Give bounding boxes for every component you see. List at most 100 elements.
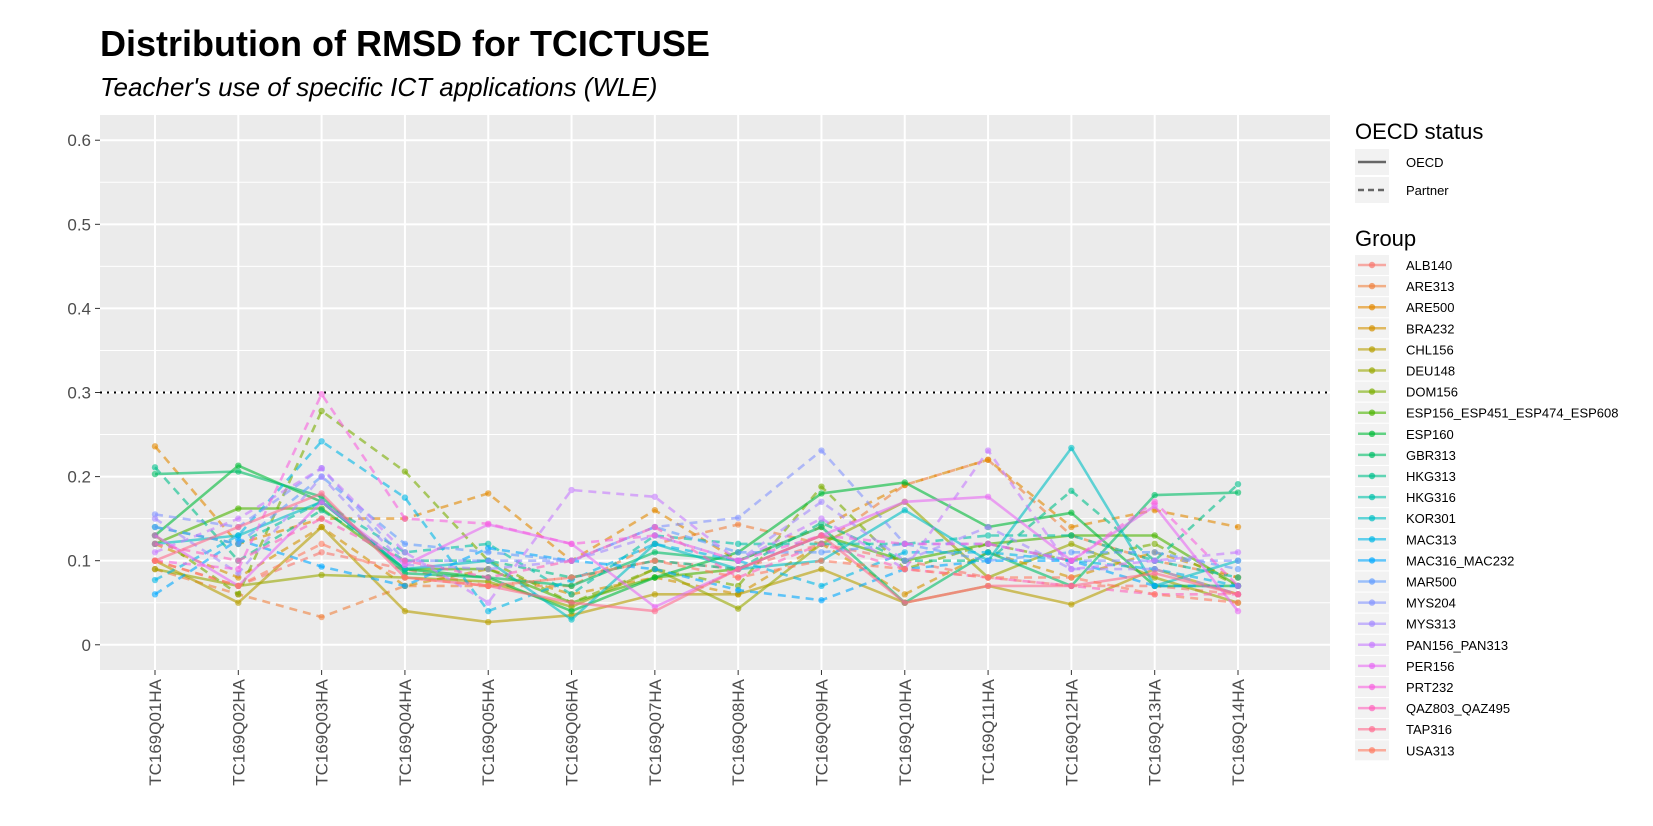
group-legend-label: CHL156 — [1406, 342, 1454, 357]
data-point — [901, 557, 908, 564]
x-tick-label: TC169Q10HA — [896, 678, 915, 785]
data-point — [984, 532, 992, 539]
data-point — [651, 523, 659, 531]
data-point — [235, 468, 242, 475]
data-point — [818, 498, 825, 506]
data-point — [485, 599, 492, 606]
data-point — [1068, 444, 1075, 452]
series-line — [154, 495, 1240, 612]
group-legend-item: DEU148 — [1355, 360, 1455, 381]
data-point — [651, 591, 659, 598]
group-legend-item: PRT232 — [1355, 677, 1453, 697]
group-legend-label: ESP160 — [1406, 427, 1454, 442]
data-point — [1151, 498, 1158, 506]
data-point — [151, 540, 159, 548]
group-legend-item: CHL156 — [1355, 339, 1454, 360]
y-tick-label: 0.6 — [67, 131, 91, 150]
data-point — [651, 493, 659, 500]
data-point — [485, 490, 492, 497]
x-tick-label: TC169Q09HA — [812, 678, 831, 785]
x-tick-label: TC169Q05HA — [479, 678, 498, 785]
legend-key-point — [1368, 409, 1376, 416]
group-legend-item: BRA232 — [1355, 318, 1454, 339]
legend-key-point — [1368, 304, 1376, 311]
data-point — [901, 479, 908, 486]
y-axis: 0 0.1 0.2 0.3 0.4 0.5 0.6 — [67, 131, 100, 655]
data-point — [1151, 570, 1158, 577]
legend-key-point — [1368, 641, 1376, 648]
data-point — [1151, 549, 1158, 556]
data-point — [318, 390, 325, 398]
x-tick-label: TC169Q13HA — [1146, 678, 1165, 785]
data-point — [1068, 574, 1075, 581]
group-legend-label: HKG316 — [1406, 490, 1456, 505]
y-tick-label: 0.2 — [67, 468, 91, 487]
legend-key-point — [1368, 325, 1376, 332]
data-point — [734, 540, 742, 548]
data-point — [401, 607, 409, 615]
legend-key-point — [1368, 726, 1376, 733]
x-tick-label: TC169Q11HA — [979, 678, 998, 784]
data-point — [235, 540, 242, 548]
group-legend-title: Group — [1355, 226, 1416, 251]
legend-key-point — [1368, 515, 1376, 522]
legend-key-point — [1368, 472, 1376, 480]
data-point — [568, 616, 575, 623]
data-point — [901, 591, 908, 598]
data-point — [235, 515, 242, 522]
data-point — [568, 574, 575, 581]
data-point — [1234, 574, 1242, 581]
legend-key-point — [1368, 578, 1376, 585]
x-tick-label: TC169Q01HA — [146, 678, 165, 785]
group-legend-item: PER156 — [1355, 655, 1454, 676]
data-point — [568, 557, 575, 564]
data-point — [651, 557, 659, 564]
data-point — [318, 515, 325, 522]
group-legend: ALB140 ARE313 ARE500 BRA232 CHL156 DEU148 DOM1… — [1355, 255, 1619, 761]
group-legend-label: DEU148 — [1406, 364, 1455, 379]
group-legend-label: PRT232 — [1406, 680, 1453, 695]
data-point — [318, 507, 325, 514]
group-legend-item: ESP160 — [1355, 423, 1454, 444]
group-legend-label: QAZ803_QAZ495 — [1406, 701, 1510, 716]
series-line — [154, 392, 1239, 587]
group-legend-label: TAP316 — [1406, 722, 1452, 737]
legend-key-point — [1368, 261, 1376, 269]
x-tick-label: TC169Q14HA — [1229, 678, 1248, 785]
data-point — [651, 565, 659, 573]
data-point — [1234, 523, 1242, 531]
data-point — [401, 582, 409, 590]
data-point — [818, 565, 825, 573]
data-point — [1234, 607, 1242, 615]
data-point — [151, 576, 159, 584]
group-legend-item: ARE313 — [1355, 276, 1454, 297]
group-legend-label: KOR301 — [1406, 511, 1456, 526]
data-point — [401, 468, 409, 475]
group-legend-item: TAP316 — [1355, 719, 1452, 740]
linetype-legend-title: OECD status — [1355, 119, 1483, 144]
series-line — [154, 458, 1239, 619]
y-tick-label: 0.5 — [67, 215, 91, 234]
data-point — [818, 597, 825, 604]
group-legend-label: USA313 — [1406, 743, 1454, 758]
data-point — [318, 490, 325, 497]
series-USA313 — [151, 540, 1242, 606]
x-tick-label: TC169Q03HA — [313, 678, 332, 785]
data-point — [151, 443, 159, 450]
data-point — [485, 520, 492, 527]
data-point — [1068, 532, 1075, 539]
group-legend-label: DOM156 — [1406, 385, 1458, 400]
data-point — [1234, 591, 1242, 598]
group-legend-label: ARE500 — [1406, 300, 1454, 315]
data-point — [1068, 540, 1075, 548]
data-point — [1068, 582, 1075, 590]
data-point — [984, 540, 992, 548]
y-tick-label: 0.4 — [67, 299, 91, 318]
series-line — [154, 492, 1239, 613]
group-legend-label: ESP156_ESP451_ESP474_ESP608 — [1406, 406, 1619, 421]
group-legend-item: GBR313 — [1355, 444, 1456, 465]
chart-title: Distribution of RMSD for TCICTUSE — [100, 23, 710, 64]
data-point — [318, 613, 325, 621]
data-point — [984, 557, 992, 564]
linetype-legend: OECD Partner — [1355, 149, 1449, 203]
